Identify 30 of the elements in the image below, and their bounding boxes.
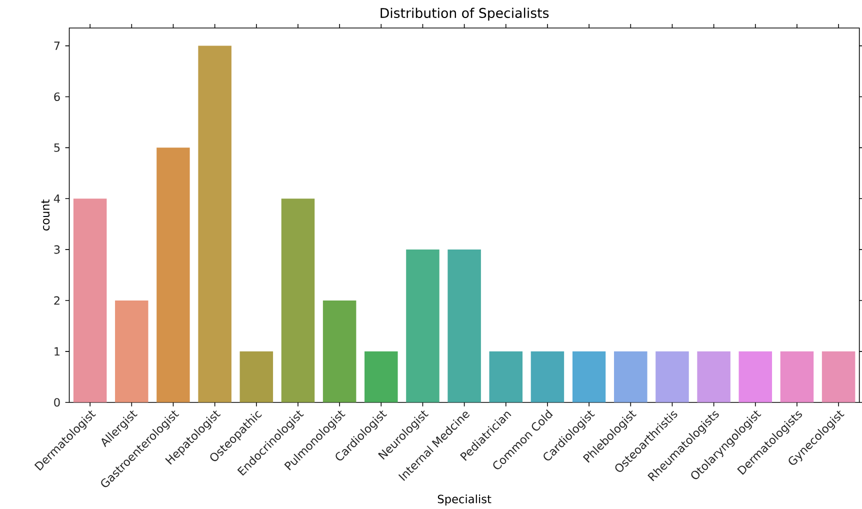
bar	[73, 198, 107, 402]
bar	[198, 46, 232, 402]
bar	[115, 300, 148, 402]
y-tick-label: 6	[54, 92, 60, 102]
y-tick-label: 3	[54, 245, 60, 254]
y-tick-label: 7	[54, 42, 60, 50]
bar	[614, 351, 648, 402]
bar	[530, 351, 564, 402]
bar	[240, 351, 274, 402]
chart-title: Distribution of Specialists	[380, 8, 549, 21]
y-tick-label: 5	[54, 144, 60, 152]
bar	[364, 351, 398, 402]
bar	[448, 250, 481, 402]
bar	[281, 198, 315, 402]
x-axis-title: Specialist	[438, 494, 492, 506]
bar	[156, 148, 190, 402]
bar	[322, 300, 356, 402]
y-tick-label: 2	[54, 296, 60, 305]
bar	[406, 250, 440, 402]
bar	[656, 351, 689, 402]
y-tick-label: 0	[54, 398, 60, 407]
bar	[572, 351, 606, 402]
y-tick-label: 1	[54, 347, 60, 356]
bar	[738, 351, 772, 402]
bar	[822, 351, 856, 402]
bar	[489, 351, 523, 402]
bar	[697, 351, 730, 402]
bar	[780, 351, 814, 402]
y-axis-title: count	[41, 199, 50, 231]
y-tick-label: 4	[54, 194, 60, 203]
